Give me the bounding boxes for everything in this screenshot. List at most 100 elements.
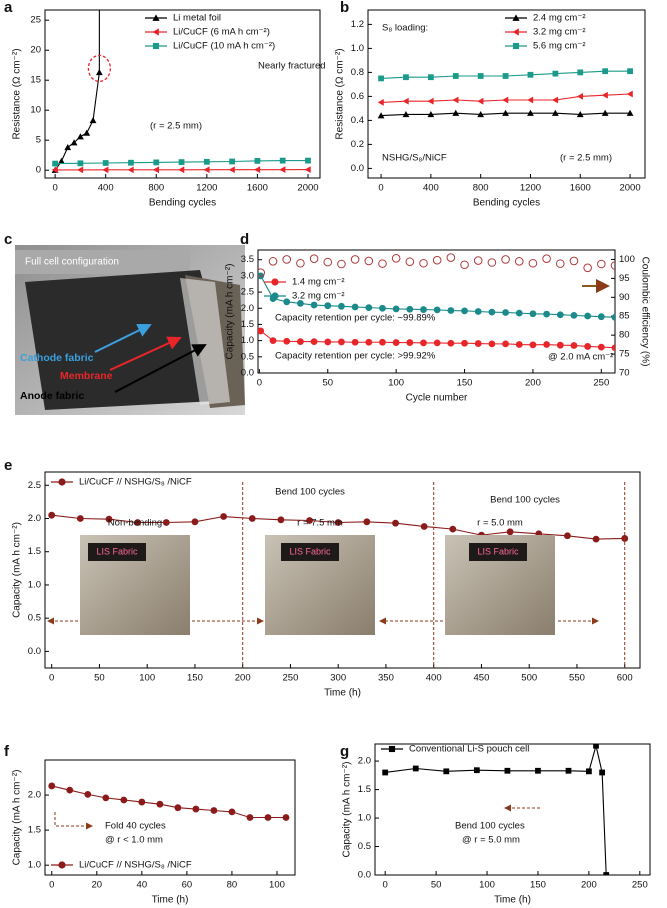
marker — [583, 263, 592, 273]
annotation: NSHG/S₈/NiCF — [382, 153, 447, 164]
marker — [283, 298, 291, 306]
y-tick-label: 1.5 — [241, 319, 254, 330]
plot-frame — [374, 743, 651, 876]
marker — [420, 306, 427, 313]
y-tick-label: 0.8 — [351, 67, 364, 78]
marker — [592, 535, 600, 543]
marker — [601, 91, 608, 99]
arrow — [109, 336, 182, 371]
marker — [203, 158, 210, 165]
photo-label: Anode fabric — [20, 390, 84, 402]
y-tick-label: 1.0 — [241, 335, 254, 346]
marker — [324, 302, 332, 310]
legend-label: 5.6 mg cm⁻² — [533, 41, 586, 52]
y2-tick-label: 75 — [619, 349, 630, 360]
photo-display — [469, 543, 527, 561]
x-tick-label: 400 — [98, 183, 114, 194]
y-tick-label: 0.0 — [358, 870, 371, 881]
x-tick-label: 800 — [473, 183, 489, 194]
y2-tick-label: 90 — [619, 292, 630, 303]
marker — [52, 160, 59, 167]
marker — [264, 814, 272, 821]
plot-frame — [257, 249, 616, 374]
annotation: @ 2.0 mA cm⁻² — [548, 352, 613, 363]
marker — [626, 109, 634, 116]
marker — [304, 166, 311, 173]
marker — [378, 75, 384, 82]
marker — [446, 253, 456, 262]
legend-label: 2.4 mg cm⁻² — [533, 13, 586, 24]
marker — [297, 338, 304, 346]
marker — [433, 339, 441, 347]
marker — [585, 768, 592, 775]
x-tick-label: 400 — [423, 183, 439, 194]
marker — [551, 109, 559, 116]
panel-label: g — [340, 743, 349, 760]
marker — [477, 73, 484, 79]
legend-label: 1.4 mg cm⁻² — [292, 277, 345, 288]
y2-tick-label: 80 — [619, 330, 630, 341]
marker — [282, 814, 290, 821]
annotation: (r = 2.5 mm) — [560, 153, 612, 164]
marker — [323, 257, 333, 267]
y-tick-label: 0.5 — [28, 613, 41, 624]
annotation: Bend 100 cycles — [490, 495, 560, 506]
marker — [392, 519, 399, 527]
marker — [248, 515, 256, 522]
marker — [76, 515, 84, 522]
y-tick-label: 0.4 — [351, 115, 364, 126]
x-tick-label: 150 — [187, 673, 203, 684]
x-tick-label: 600 — [617, 673, 633, 684]
x-axis-label: Bending cycles — [473, 198, 540, 209]
annotation: Fold 40 cycles — [105, 821, 166, 832]
y-axis-label: Capacity (mA h cm⁻²) — [12, 522, 23, 618]
marker — [51, 166, 58, 174]
marker — [477, 111, 485, 118]
plot-area — [48, 511, 629, 543]
plot-area — [51, 10, 311, 174]
x-tick-label: 80 — [227, 880, 238, 891]
marker — [447, 307, 455, 314]
x-tick-label: 250 — [632, 880, 648, 891]
y-tick-label: 2.5 — [241, 287, 254, 298]
x-tick-label: 250 — [593, 378, 609, 389]
marker — [502, 109, 509, 116]
photo-label: Full cell configuration — [25, 257, 119, 268]
y-tick-label: 0.5 — [241, 351, 254, 362]
marker — [152, 42, 160, 50]
marker — [603, 872, 610, 875]
marker — [564, 532, 571, 540]
marker — [277, 516, 285, 524]
y-tick-label: 2.0 — [358, 756, 371, 767]
marker — [527, 96, 534, 104]
x-tick-label: 60 — [182, 880, 193, 891]
marker — [48, 511, 56, 519]
marker — [334, 519, 342, 526]
marker — [452, 73, 459, 79]
marker — [378, 259, 387, 268]
marker — [271, 292, 279, 300]
y2-tick-label: 100 — [619, 254, 635, 265]
x-tick-label: 0 — [49, 673, 54, 684]
y2-axis-label: Coulombic efficiency (%) — [639, 257, 650, 367]
marker — [460, 260, 469, 270]
marker — [178, 166, 185, 174]
marker — [433, 306, 441, 314]
marker — [220, 513, 227, 520]
series-line — [51, 785, 286, 819]
marker — [504, 767, 511, 774]
x-tick-label: 0 — [378, 183, 383, 194]
marker — [392, 339, 400, 346]
y-tick-label: 1.5 — [28, 546, 41, 557]
x-tick-label: 2000 — [619, 183, 640, 194]
marker — [95, 69, 103, 76]
marker — [83, 129, 91, 136]
panel-label: b — [340, 0, 349, 16]
plot-frame — [44, 9, 321, 179]
annotation: Bend 100 cycles — [455, 821, 525, 832]
x-tick-label: 100 — [139, 673, 155, 684]
panel-label: a — [4, 0, 13, 16]
marker — [58, 157, 65, 164]
marker — [576, 93, 583, 100]
photo-c: Full cell configuration Cathode fabric M… — [15, 245, 245, 415]
